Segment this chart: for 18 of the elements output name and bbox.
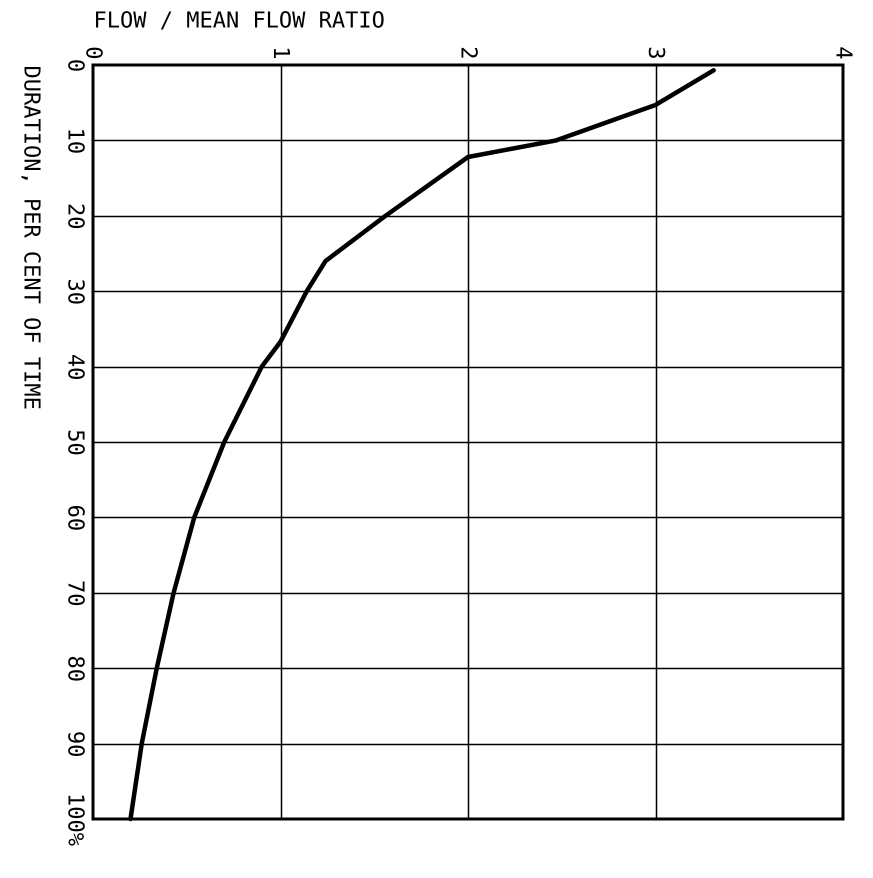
x-tick-label: 4 bbox=[830, 46, 856, 60]
y-tick-label: 90 bbox=[62, 730, 88, 758]
y-tick-label: 50 bbox=[62, 429, 88, 456]
y-tick-label: 30 bbox=[62, 278, 88, 305]
x-tick-label: 1 bbox=[268, 46, 293, 60]
x-tick-label: 2 bbox=[456, 46, 480, 60]
y-tick-label: 60 bbox=[62, 504, 88, 532]
y-tick-label: 70 bbox=[62, 580, 88, 607]
x-axis-title: FLOW / MEAN FLOW RATIO bbox=[94, 8, 385, 34]
y-tick-label: 0 bbox=[62, 58, 88, 72]
y-tick-label: 20 bbox=[62, 203, 88, 230]
x-tick-label: 3 bbox=[643, 46, 668, 60]
y-tick-label: 10 bbox=[62, 128, 88, 154]
x-tick-label: 0 bbox=[80, 46, 106, 60]
y-tick-label: 100% bbox=[62, 793, 88, 846]
y-axis-title: DURATION, PER CENT OF TIME bbox=[18, 66, 44, 410]
y-tick-label: 40 bbox=[62, 354, 88, 380]
y-tick-label: 80 bbox=[62, 655, 88, 682]
